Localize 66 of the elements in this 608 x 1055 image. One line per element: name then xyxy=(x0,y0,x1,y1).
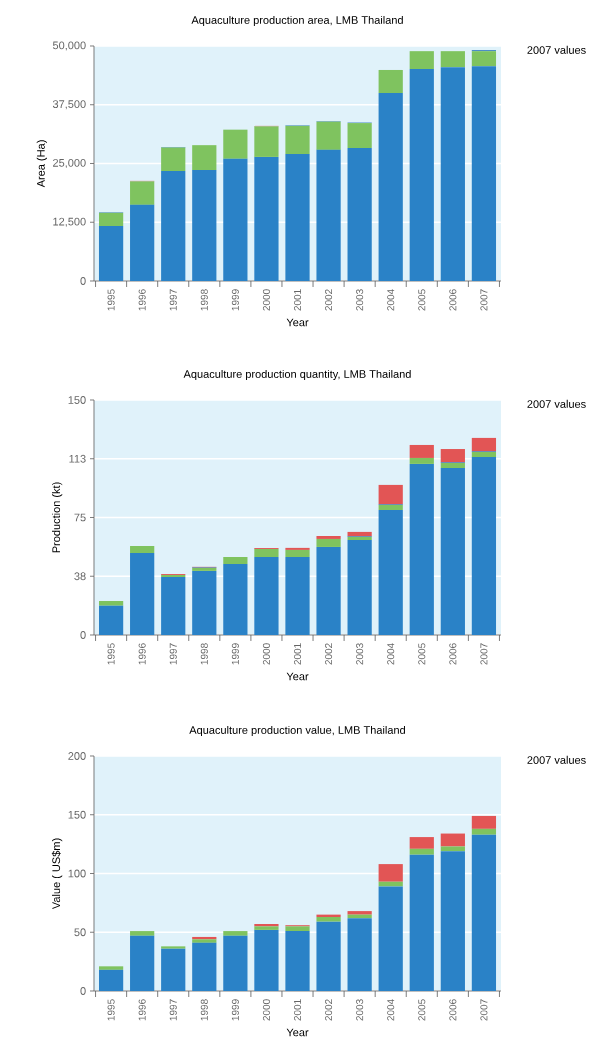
x-tick-label: 1998 xyxy=(200,289,208,311)
y-tick-label: 38 xyxy=(74,572,86,581)
x-tick-label: 1995 xyxy=(107,643,115,665)
y-tick-label: 37,500 xyxy=(52,100,86,110)
x-axis-title: Year xyxy=(286,1028,309,1037)
x-tick-label: 2002 xyxy=(325,289,333,311)
x-tick-label: 1999 xyxy=(231,999,239,1021)
x-tick-label: 1998 xyxy=(200,999,208,1021)
y-tick-label: 75 xyxy=(74,513,86,522)
text: 2007 values xyxy=(527,45,586,54)
x-tick-label: 2003 xyxy=(356,289,364,311)
x-tick-label: 2004 xyxy=(387,289,395,311)
x-tick-label: 2001 xyxy=(293,643,302,665)
y-tick-label: 100 xyxy=(68,869,86,878)
x-tick-label: 1996 xyxy=(138,643,146,665)
x-tick-label: 1996 xyxy=(138,999,146,1021)
y-tick-label: 12,500 xyxy=(53,217,86,227)
x-tick-label: 2005 xyxy=(418,289,426,311)
y-tick-label: 50,000 xyxy=(52,41,86,51)
x-tick-label: 2001 xyxy=(293,999,302,1021)
chart-title: Aquaculture production value, LMB Thailand xyxy=(189,725,405,737)
x-tick-label: 2006 xyxy=(449,999,457,1021)
y-tick-label: 200 xyxy=(68,752,86,760)
chart-title: Aquaculture production area, LMB Thailand xyxy=(191,15,403,27)
x-tick-label: 1997 xyxy=(169,643,177,665)
y-tick-label: 113 xyxy=(69,454,86,463)
x-tick-label: 2003 xyxy=(356,999,364,1021)
text: 2007 values xyxy=(527,399,586,408)
x-tick-label: 1997 xyxy=(169,289,177,311)
y-tick-label: 25,000 xyxy=(53,158,86,169)
x-tick-label: 2003 xyxy=(356,643,364,665)
x-tick-label: 1997 xyxy=(169,999,177,1021)
x-tick-label: 2000 xyxy=(262,289,270,311)
y-tick-label: 50 xyxy=(74,928,86,937)
text: 2007 values xyxy=(527,755,586,764)
x-tick-label: 2007 xyxy=(480,999,488,1021)
x-tick-label: 2006 xyxy=(449,289,457,311)
x-tick-label: 1995 xyxy=(107,999,115,1021)
y-axis-title: Area (Ha) xyxy=(36,140,47,188)
x-tick-label: 1995 xyxy=(107,289,115,311)
y-tick-label: 150 xyxy=(68,396,86,404)
y-tick-label: 150 xyxy=(68,810,86,819)
x-tick-label: 2002 xyxy=(325,999,333,1021)
x-tick-label: 2000 xyxy=(262,643,270,665)
x-tick-label: 2004 xyxy=(387,999,395,1021)
y-tick-label: 0 xyxy=(80,987,86,995)
x-tick-label: 1998 xyxy=(200,643,208,665)
x-tick-label: 2005 xyxy=(418,999,426,1021)
y-tick-label: 0 xyxy=(80,277,86,285)
x-tick-label: 2007 xyxy=(480,643,488,665)
x-tick-label: 1999 xyxy=(231,643,239,665)
y-axis-title: Production (kt) xyxy=(52,482,63,553)
x-tick-label: 2000 xyxy=(262,999,270,1021)
y-tick-label: 0 xyxy=(80,631,86,639)
x-tick-label: 2002 xyxy=(325,643,333,665)
x-axis-title: Year xyxy=(286,318,309,327)
x-tick-label: 1999 xyxy=(231,289,239,311)
chart-title: Aquaculture production quantity, LMB Thailand xyxy=(183,369,411,381)
y-axis-title: Value ( US$m) xyxy=(51,838,63,910)
x-tick-label: 2006 xyxy=(449,643,457,665)
x-tick-label: 1996 xyxy=(138,289,146,311)
x-tick-label: 2007 xyxy=(480,289,488,311)
x-tick-label: 2004 xyxy=(387,643,395,665)
x-tick-label: 2001 xyxy=(293,289,302,311)
x-axis-title: Year xyxy=(286,672,309,681)
x-tick-label: 2005 xyxy=(418,643,426,665)
